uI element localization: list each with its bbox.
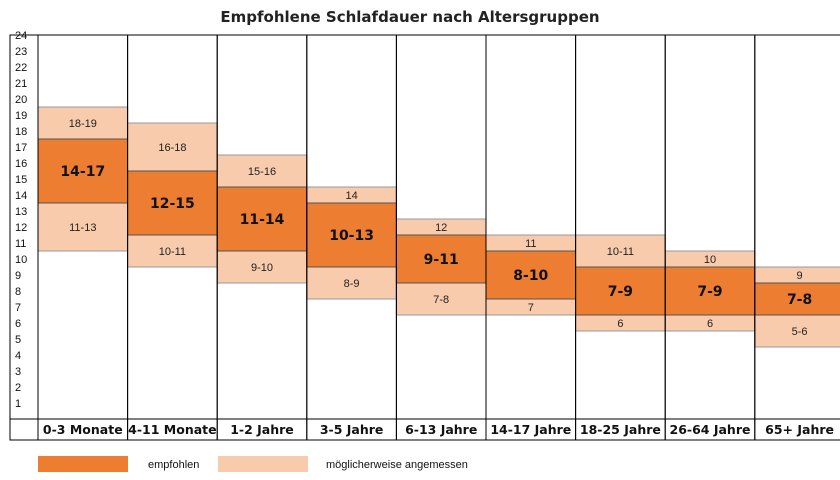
recommended-label: 9-11 (424, 252, 459, 268)
category-label: 4-11 Monate (128, 422, 216, 437)
y-tick-label: 12 (15, 222, 27, 234)
category-label: 65+ Jahre (765, 422, 834, 437)
possible-lower-label: 6 (617, 318, 623, 330)
y-tick-label: 23 (15, 46, 27, 58)
legend-swatch-recommended (38, 456, 128, 472)
possible-lower-label: 9-10 (251, 262, 273, 274)
possible-lower-label: 5-6 (792, 326, 808, 338)
possible-lower-label: 8-9 (344, 278, 360, 290)
axis-corner-cell (9, 418, 39, 441)
possible-upper-label: 9 (797, 270, 803, 282)
column-frame (754, 34, 840, 420)
column-frame (664, 34, 756, 420)
y-tick-label: 2 (15, 382, 21, 394)
legend: empfohlen möglicherweise angemessen (38, 456, 468, 472)
recommended-range-bar (485, 250, 577, 300)
recommended-range-bar (306, 202, 397, 268)
possible-upper-label: 10-11 (607, 246, 634, 258)
y-tick-label: 19 (15, 110, 27, 122)
possible-lower-label: 7 (528, 302, 534, 314)
column-frame (485, 34, 577, 420)
y-tick-label: 10 (15, 254, 27, 266)
y-tick-label: 17 (15, 142, 27, 154)
y-tick-label: 11 (15, 238, 26, 250)
y-tick-label: 1 (15, 398, 21, 410)
recommended-label: 14-17 (60, 164, 105, 180)
recommended-range-bar (575, 266, 666, 316)
y-tick-label: 6 (15, 318, 21, 330)
y-tick-label: 24 (15, 30, 27, 42)
plot-area: 1234567891011121314151617181920212223241… (9, 30, 840, 441)
possible-upper-label: 18-19 (69, 118, 97, 130)
category-cell (754, 418, 840, 441)
y-tick-label: 18 (15, 126, 27, 138)
recommended-label: 7-9 (608, 284, 633, 300)
y-tick-label: 16 (15, 158, 27, 170)
recommended-label: 7-9 (697, 284, 722, 300)
possible-upper-label: 16-18 (158, 142, 186, 154)
possible-upper-label: 12 (435, 222, 447, 234)
recommended-label: 10-13 (329, 228, 374, 244)
recommended-range-bar (395, 234, 487, 284)
legend-label-possible: möglicherweise angemessen (326, 459, 468, 471)
category-label: 14-17 Jahre (490, 422, 571, 437)
y-tick-label: 8 (15, 286, 21, 298)
possible-lower-label: 10-11 (159, 246, 186, 258)
y-tick-label: 7 (15, 302, 21, 314)
recommended-label: 11-14 (240, 212, 285, 228)
possible-upper-label: 14 (345, 190, 357, 202)
legend-swatch-possible (218, 456, 308, 472)
y-tick-label: 5 (15, 334, 21, 346)
legend-label-recommended: empfohlen (148, 459, 199, 471)
y-tick-label: 4 (15, 350, 21, 362)
possible-upper-label: 10 (704, 254, 716, 266)
y-tick-label: 9 (15, 270, 21, 282)
column-frame (575, 34, 666, 420)
y-tick-label: 13 (15, 206, 27, 218)
category-label: 1-2 Jahre (230, 422, 294, 437)
recommended-label: 8-10 (513, 268, 548, 284)
y-tick-label: 14 (15, 190, 27, 202)
recommended-range-bar (37, 138, 129, 204)
recommended-label: 12-15 (150, 196, 195, 212)
recommended-label: 7-8 (787, 292, 812, 308)
category-label: 18-25 Jahre (580, 422, 661, 437)
category-label: 6-13 Jahre (405, 422, 477, 437)
possible-upper-label: 11 (525, 238, 536, 250)
possible-lower-label: 11-13 (69, 222, 96, 234)
y-tick-label: 20 (15, 94, 27, 106)
chart-title: Empfohlene Schlafdauer nach Altersgruppe… (220, 8, 599, 26)
y-tick-label: 3 (15, 366, 21, 378)
possible-lower-label: 7-8 (433, 294, 449, 306)
y-tick-label: 15 (15, 174, 27, 186)
category-label: 0-3 Monate (43, 422, 123, 437)
possible-upper-label: 15-16 (248, 166, 276, 178)
y-tick-label: 21 (15, 78, 27, 90)
possible-lower-label: 6 (707, 318, 713, 330)
category-label: 3-5 Jahre (320, 422, 384, 437)
category-label: 26-64 Jahre (670, 422, 751, 437)
y-tick-label: 22 (15, 62, 27, 74)
recommended-range-bar (664, 266, 756, 316)
